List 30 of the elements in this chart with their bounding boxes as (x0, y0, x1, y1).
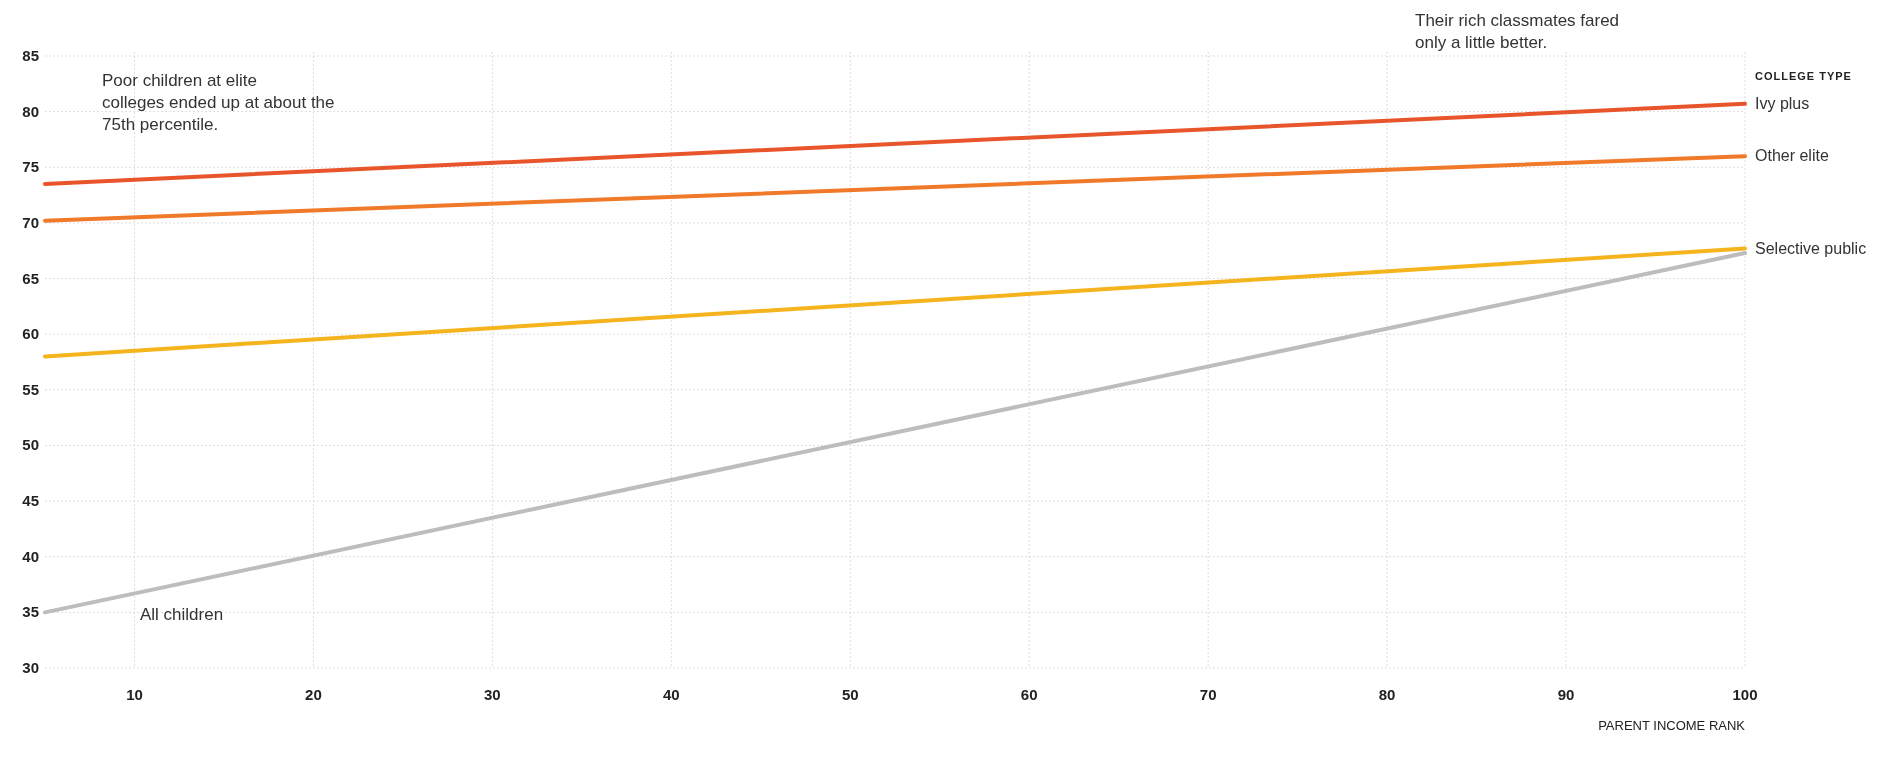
x-tick-label: 80 (1378, 686, 1396, 703)
y-tick-label: 50 (22, 436, 39, 454)
x-tick-label: 90 (1557, 686, 1575, 703)
x-tick-label: 50 (841, 686, 859, 703)
y-tick-label: 75 (22, 158, 39, 176)
y-tick-label: 30 (22, 659, 39, 676)
x-tick-label: 60 (1020, 686, 1038, 703)
x-tick-label: 40 (662, 686, 680, 703)
legend-title: COLLEGE TYPE (1755, 69, 1852, 82)
x-tick-label: 100 (1732, 686, 1758, 703)
series-label: Selective public (1755, 239, 1867, 257)
x-tick-label: 30 (484, 686, 501, 703)
x-tick-label: 70 (1199, 686, 1217, 703)
y-tick-label: 80 (22, 102, 39, 120)
y-tick-label: 35 (22, 603, 39, 621)
x-tick-label: 10 (126, 686, 143, 703)
text: Their rich classmates fared only a little better. (1415, 11, 1620, 52)
x-tick-label: 20 (305, 686, 322, 703)
x-axis-title: PARENT INCOME RANK (1598, 718, 1746, 733)
y-tick-label: 85 (22, 47, 39, 64)
series-label: All children (140, 605, 224, 625)
y-tick-label: 65 (22, 269, 39, 287)
y-tick-label: 70 (22, 213, 39, 231)
y-tick-label: 40 (22, 547, 39, 565)
series-label: Ivy plus (1755, 94, 1810, 112)
annotation: Poor children at elite colleges ended up at about the 75th percentile. (102, 71, 335, 134)
y-tick-label: 60 (22, 325, 39, 343)
y-tick-label: 55 (22, 380, 39, 398)
series-label: Other elite (1755, 147, 1829, 165)
y-tick-label: 45 (22, 492, 39, 510)
